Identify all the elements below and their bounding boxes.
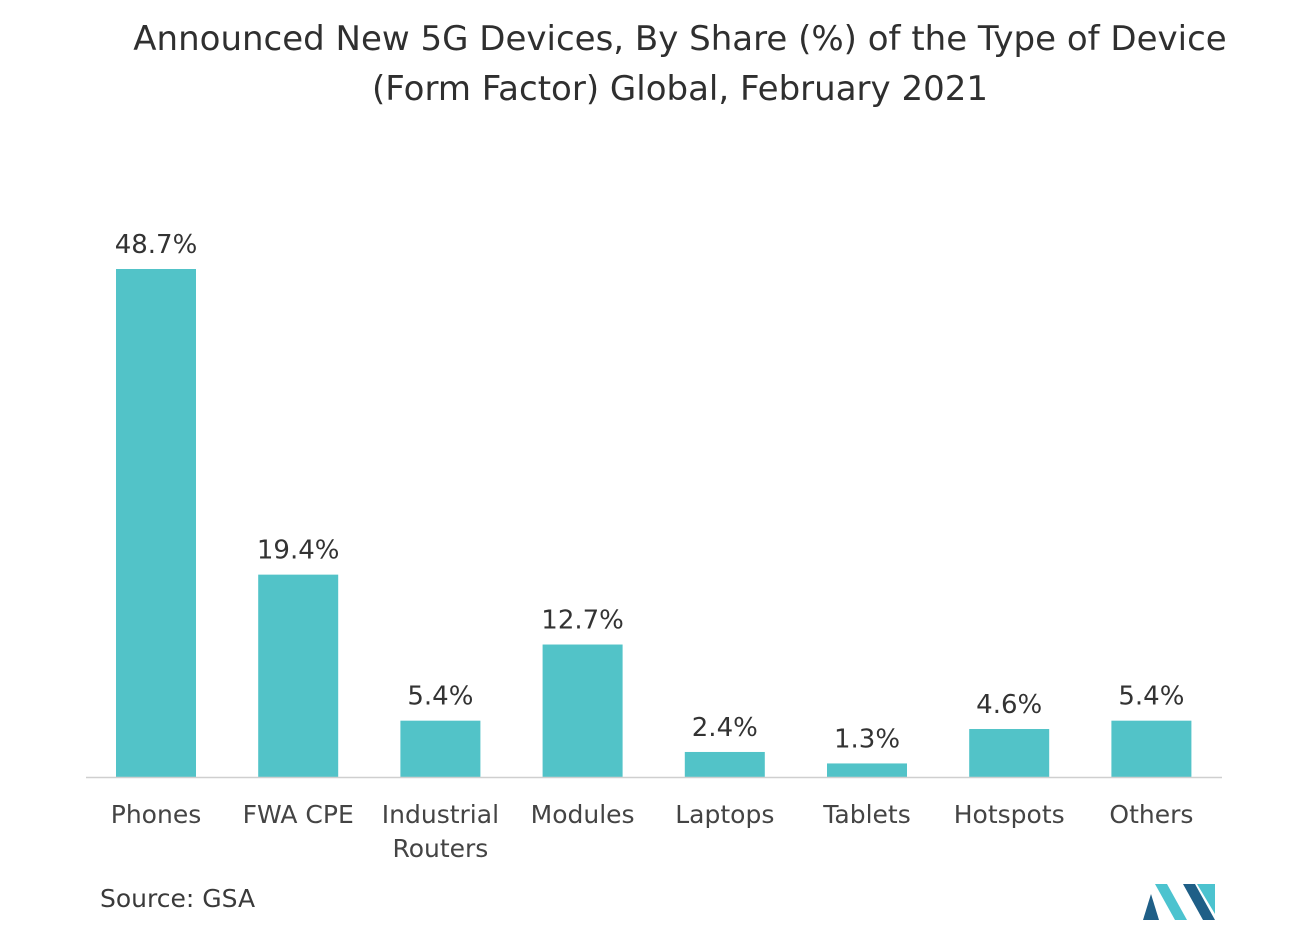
category-label-0: Phones: [111, 800, 201, 829]
bar-3: [542, 644, 623, 777]
chart-title-line-1: Announced New 5G Devices, By Share (%) o…: [133, 19, 1227, 59]
bar-7: [1111, 720, 1192, 777]
brand-logo: [1143, 884, 1215, 920]
data-label-4: 2.4%: [692, 713, 758, 743]
data-label-7: 5.4%: [1118, 682, 1184, 712]
bar-1: [258, 574, 339, 777]
chart-title: Announced New 5G Devices, By Share (%) o…: [40, 14, 1306, 114]
bar-5: [827, 763, 907, 777]
data-label-2: 5.4%: [407, 682, 473, 712]
category-label-1: FWA CPE: [243, 800, 354, 829]
category-label-6: Hotspots: [954, 800, 1065, 829]
data-label-6: 4.6%: [976, 690, 1042, 720]
chart-title-line-2: (Form Factor) Global, February 2021: [372, 69, 988, 109]
logo-middle-stroke: [1155, 884, 1187, 920]
category-label-7: Others: [1109, 800, 1193, 829]
category-label-4: Laptops: [675, 800, 774, 829]
bar-6: [969, 729, 1050, 777]
category-label-5: Tablets: [822, 800, 910, 829]
logo-left-stroke: [1143, 894, 1159, 920]
data-label-1: 19.4%: [257, 536, 340, 566]
logo-right-stroke: [1183, 884, 1215, 920]
bar-2: [400, 720, 481, 777]
category-label-2-line-0: Industrial: [382, 800, 499, 829]
source-note: Source: GSA: [100, 884, 256, 913]
bar-4: [684, 751, 765, 777]
category-label-2-line-1: Routers: [392, 834, 488, 863]
bar-0: [116, 269, 196, 777]
data-label-3: 12.7%: [541, 606, 624, 636]
category-label-3: Modules: [531, 800, 635, 829]
data-label-0: 48.7%: [115, 230, 198, 260]
logo-right-fill: [1197, 884, 1215, 914]
data-label-5: 1.3%: [834, 724, 900, 754]
